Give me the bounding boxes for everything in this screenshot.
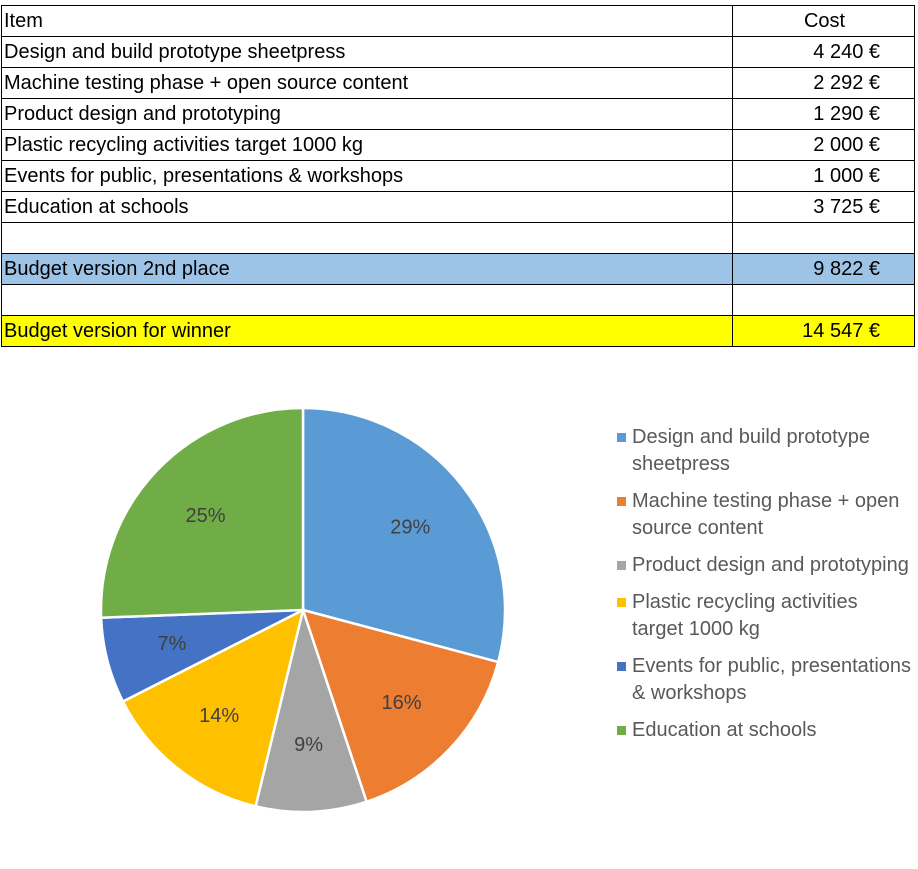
- pie-slice: [99, 406, 305, 619]
- row-cost: 4 240 €: [732, 36, 915, 68]
- row-item: Machine testing phase + open source cont…: [1, 67, 733, 99]
- pie-data-label: 14%: [199, 705, 239, 727]
- legend-swatch: [617, 561, 626, 570]
- row-item: Education at schools: [1, 191, 733, 223]
- chart-legend: Design and build prototype sheetpress Ma…: [612, 424, 912, 754]
- empty-row: [1, 284, 915, 316]
- legend-swatch: [617, 726, 626, 735]
- header-cost: Cost: [732, 5, 915, 37]
- table-row: Plastic recycling activities target 1000…: [1, 129, 915, 161]
- budget-2nd-value: 9 822 €: [732, 253, 915, 285]
- pie-slice: [121, 607, 305, 808]
- pie-data-label: 7%: [158, 633, 187, 655]
- legend-item: Events for public, presentations & works…: [612, 653, 912, 707]
- table-row: Events for public, presentations & works…: [1, 160, 915, 192]
- legend-swatch: [617, 662, 626, 671]
- row-cost: 2 000 €: [732, 129, 915, 161]
- row-item: Plastic recycling activities target 1000…: [1, 129, 733, 161]
- empty-cell: [732, 284, 915, 316]
- table-row: Machine testing phase + open source cont…: [1, 67, 915, 99]
- empty-cell: [1, 284, 733, 316]
- table-row: Education at schools 3 725 €: [1, 191, 915, 223]
- pie-chart: 29% 16% 9% 14% 7% 25%: [99, 406, 507, 814]
- budget-table: Item Cost Design and build prototype she…: [1, 5, 915, 347]
- pie-slice: [301, 406, 507, 664]
- legend-item: Education at schools: [612, 717, 912, 744]
- table-row: Design and build prototype sheetpress 4 …: [1, 36, 915, 68]
- row-item: Design and build prototype sheetpress: [1, 36, 733, 68]
- empty-cell: [1, 222, 733, 254]
- pie-data-label: 25%: [185, 505, 225, 527]
- legend-label: Product design and prototyping: [632, 554, 909, 576]
- legend-swatch: [617, 598, 626, 607]
- row-cost: 3 725 €: [732, 191, 915, 223]
- header-item: Item: [1, 5, 733, 37]
- budget-winner-label: Budget version for winner: [1, 315, 733, 347]
- table-row: Product design and prototyping 1 290 €: [1, 98, 915, 130]
- row-cost: 1 290 €: [732, 98, 915, 130]
- legend-swatch: [617, 433, 626, 442]
- legend-item: Plastic recycling activities target 1000…: [612, 589, 912, 643]
- legend-item: Product design and prototyping: [612, 552, 912, 579]
- table-header-row: Item Cost: [1, 5, 915, 37]
- pie-data-label: 9%: [294, 734, 323, 756]
- empty-cell: [732, 222, 915, 254]
- row-cost: 2 292 €: [732, 67, 915, 99]
- legend-item: Machine testing phase + open source cont…: [612, 488, 912, 542]
- row-cost: 1 000 €: [732, 160, 915, 192]
- row-item: Product design and prototyping: [1, 98, 733, 130]
- pie-slice: [254, 605, 369, 814]
- pie-data-label: 29%: [390, 517, 430, 539]
- legend-label: Education at schools: [632, 719, 817, 741]
- budget-winner-value: 14 547 €: [732, 315, 915, 347]
- budget-2nd-row: Budget version 2nd place 9 822 €: [1, 253, 915, 285]
- pie-data-label: 16%: [381, 692, 421, 714]
- legend-label: Plastic recycling activities target 1000…: [632, 591, 858, 640]
- empty-row: [1, 222, 915, 254]
- legend-label: Design and build prototype sheetpress: [632, 426, 870, 475]
- legend-swatch: [617, 497, 626, 506]
- legend-label: Events for public, presentations & works…: [632, 655, 912, 704]
- legend-item: Design and build prototype sheetpress: [612, 424, 912, 478]
- budget-winner-row: Budget version for winner 14 547 €: [1, 315, 915, 347]
- legend-label: Machine testing phase + open source cont…: [632, 490, 900, 539]
- row-item: Events for public, presentations & works…: [1, 160, 733, 192]
- budget-2nd-label: Budget version 2nd place: [1, 253, 733, 285]
